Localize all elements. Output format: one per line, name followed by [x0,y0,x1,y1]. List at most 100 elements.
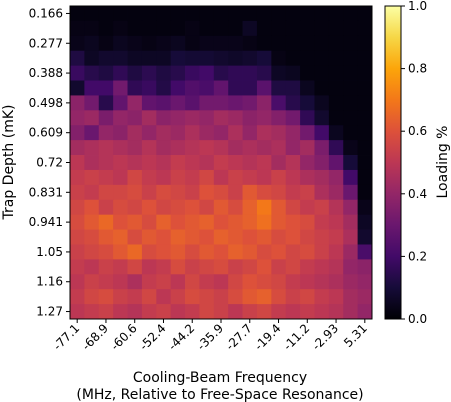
heatmap-cell [271,50,287,67]
heatmap-cell [285,20,301,37]
heatmap-cell [328,229,344,245]
heatmap-cell [300,50,315,67]
colorbar-tick-label: 0.4 [408,187,427,201]
heatmap-cell [127,259,143,275]
heatmap-cell [343,244,359,260]
heatmap-cell [314,80,330,96]
heatmap-cell [300,199,315,216]
heatmap-cell [113,274,128,290]
heatmap-cell [271,199,287,216]
heatmap-cell [70,65,85,81]
heatmap-cell [199,304,215,320]
colorbar [384,5,402,320]
heatmap-cell [113,259,128,275]
heatmap-cell [84,184,100,201]
x-tick-label: 5.31 [341,321,370,350]
heatmap-cell [242,199,258,216]
heatmap-cell [185,6,200,22]
y-tick-label: 0.609 [29,126,63,140]
y-tick-label: 0.72 [36,156,63,170]
heatmap-cell [343,50,359,67]
heatmap-cell [228,304,243,320]
heatmap-cell [256,80,272,96]
heatmap-cell [127,184,143,201]
heatmap-cell [314,244,330,260]
heatmap-cell [156,244,172,260]
heatmap-cell [213,244,229,260]
heatmap-cell [127,229,143,245]
heatmap-cell [141,125,157,141]
heatmap-cell [185,274,200,290]
heatmap-cell [228,6,243,22]
heatmap-cell [156,289,172,305]
heatmap-cell [170,289,186,305]
heatmap-cell [185,35,200,52]
heatmap-cell [256,140,272,156]
heatmap-cell [256,169,272,186]
heatmap-cell [185,125,200,141]
heatmap-cell [70,80,85,96]
heatmap-cell [314,155,330,171]
heatmap-cell [127,65,143,81]
heatmap-cell [141,199,157,216]
heatmap-cell [213,155,229,171]
heatmap-cell [199,110,215,126]
heatmap-cell [314,214,330,230]
heatmap-cell [185,20,200,37]
heatmap-cell [84,110,100,126]
heatmap-cell [98,199,114,216]
heatmap-cell [357,184,373,201]
heatmap-cell [228,274,243,290]
x-tick-label: -2.93 [309,321,341,353]
heatmap-cell [127,214,143,230]
heatmap-cell [228,184,243,201]
heatmap-cell [170,184,186,201]
heatmap-cell [285,184,301,201]
heatmap-cell [242,6,258,22]
y-tick-label: 0.277 [29,36,63,50]
heatmap-cell [127,6,143,22]
heatmap-cell [314,199,330,216]
heatmap-cell [98,274,114,290]
heatmap-cell [271,65,287,81]
heatmap-cell [70,35,85,52]
heatmap-cell [228,214,243,230]
heatmap-cell [185,80,200,96]
heatmap-cell [256,274,272,290]
x-tick-label: -68.9 [79,321,111,353]
y-tick-label: 0.831 [29,185,63,199]
heatmap-cell [328,155,344,171]
heatmap-cell [300,184,315,201]
heatmap-cell [271,184,287,201]
heatmap-cell [199,20,215,37]
heatmap-cell [314,125,330,141]
heatmap-cell [300,169,315,186]
heatmap-cell [300,125,315,141]
heatmap-cell [199,35,215,52]
heatmap-cell [300,110,315,126]
heatmap-cell [285,229,301,245]
heatmap-cell [84,289,100,305]
heatmap-cell [141,169,157,186]
heatmap-cell [314,259,330,275]
heatmap-cell [256,289,272,305]
heatmap-cell [170,244,186,260]
heatmap-cell [242,35,258,52]
heatmap-cell [113,6,128,22]
heatmap-cell [156,274,172,290]
heatmap-cell [343,110,359,126]
heatmap-cell [84,169,100,186]
heatmap-cell [70,304,85,320]
heatmap-cell [242,244,258,260]
heatmap-cell [98,169,114,186]
heatmap-cell [70,155,85,171]
heatmap-cell [228,169,243,186]
colorbar-tick-label: 1.0 [408,0,427,13]
heatmap-cell [156,95,172,111]
heatmap-cell [98,304,114,320]
heatmap-cell [70,244,85,260]
heatmap-cells [70,6,373,320]
heatmap-cell [357,289,373,305]
heatmap-cell [314,20,330,37]
heatmap-cell [271,214,287,230]
